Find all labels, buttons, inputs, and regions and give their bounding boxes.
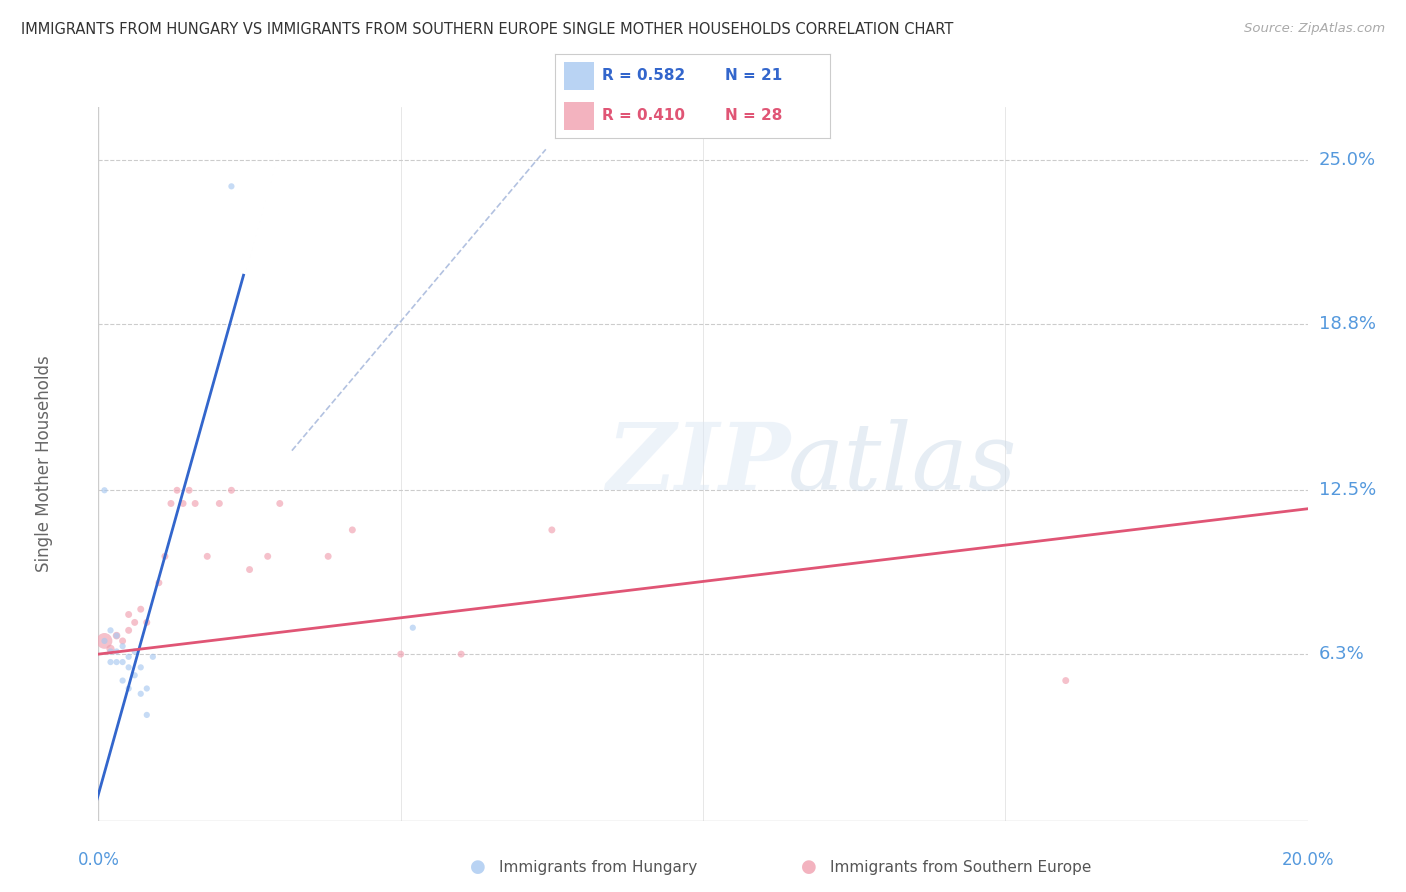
Text: N = 28: N = 28 (725, 108, 783, 123)
Point (124, 615, 146, 630)
Point (239, 563, 262, 577)
Point (256, 549, 278, 564)
Point (184, 496, 207, 510)
Point (118, 624, 141, 638)
Text: Single Mother Households: Single Mother Households (35, 356, 53, 572)
Point (111, 673, 134, 688)
Point (100, 624, 122, 638)
Point (221, 179, 243, 194)
Bar (564, 62, 593, 90)
Point (105, 629, 128, 643)
Text: 6.3%: 6.3% (1319, 645, 1364, 663)
Point (124, 644, 146, 658)
Bar (564, 102, 593, 130)
Point (389, 647, 412, 661)
Point (111, 639, 134, 653)
Point (153, 549, 176, 564)
Point (166, 483, 188, 498)
Point (195, 549, 218, 564)
Point (540, 523, 562, 537)
Point (118, 607, 141, 622)
Point (269, 496, 291, 510)
Point (135, 707, 157, 722)
Point (93, 634, 115, 648)
Point (93, 483, 115, 498)
Point (148, 575, 170, 590)
Point (105, 644, 128, 658)
Point (100, 655, 122, 669)
Text: IMMIGRANTS FROM HUNGARY VS IMMIGRANTS FROM SOUTHERN EUROPE SINGLE MOTHER HOUSEHO: IMMIGRANTS FROM HUNGARY VS IMMIGRANTS FR… (21, 22, 953, 37)
Point (129, 602, 152, 616)
Point (221, 483, 243, 498)
Point (208, 496, 231, 510)
Point (450, 647, 472, 661)
Point (93, 634, 115, 648)
Text: Source: ZipAtlas.com: Source: ZipAtlas.com (1244, 22, 1385, 36)
Point (129, 687, 152, 701)
Text: R = 0.582: R = 0.582 (602, 69, 685, 84)
Point (160, 496, 183, 510)
Text: 18.8%: 18.8% (1319, 315, 1375, 333)
Point (111, 655, 134, 669)
Text: 20.0%: 20.0% (1281, 851, 1334, 869)
Point (111, 634, 134, 648)
Point (316, 549, 339, 564)
Text: atlas: atlas (787, 419, 1017, 508)
Point (135, 681, 157, 696)
Point (342, 523, 364, 537)
Point (129, 660, 152, 674)
Text: 0.0%: 0.0% (77, 851, 120, 869)
Point (118, 681, 141, 696)
Text: N = 21: N = 21 (725, 69, 783, 84)
Point (118, 649, 141, 664)
Text: 12.5%: 12.5% (1319, 482, 1376, 500)
Text: Immigrants from Southern Europe: Immigrants from Southern Europe (830, 860, 1091, 874)
Point (124, 668, 146, 682)
Point (135, 615, 157, 630)
Text: ●: ● (800, 858, 817, 876)
Point (402, 621, 425, 635)
Point (142, 649, 165, 664)
Point (100, 644, 122, 658)
Text: 25.0%: 25.0% (1319, 151, 1376, 169)
Text: Immigrants from Hungary: Immigrants from Hungary (499, 860, 697, 874)
Point (177, 483, 201, 498)
Point (105, 655, 128, 669)
Text: R = 0.410: R = 0.410 (602, 108, 685, 123)
Point (172, 496, 194, 510)
Point (105, 629, 128, 643)
Point (100, 641, 122, 656)
Text: ZIP: ZIP (606, 419, 790, 508)
Text: ●: ● (470, 858, 486, 876)
Point (1054, 673, 1077, 688)
Point (118, 660, 141, 674)
